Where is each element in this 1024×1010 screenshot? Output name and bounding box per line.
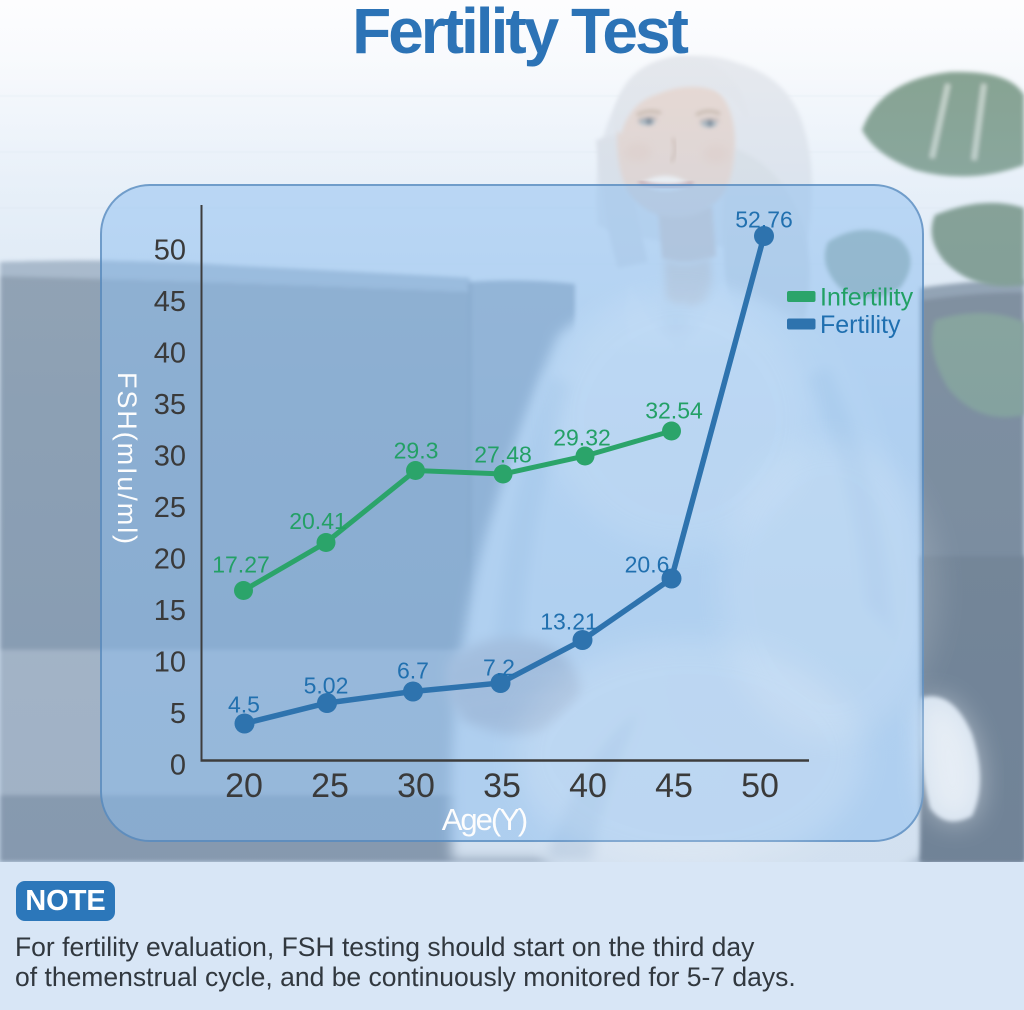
svg-text:13.21: 13.21 [540,609,598,635]
svg-text:30: 30 [154,441,186,473]
svg-text:20: 20 [225,767,263,805]
svg-text:50: 50 [741,767,779,805]
svg-text:27.48: 27.48 [474,442,532,468]
svg-text:5: 5 [170,698,186,730]
svg-text:0: 0 [170,750,186,782]
svg-text:35: 35 [483,767,521,805]
svg-text:29.3: 29.3 [394,438,439,464]
svg-text:20.6: 20.6 [625,552,670,578]
svg-text:15: 15 [154,595,186,627]
svg-text:FSH(mIu/ml): FSH(mIu/ml) [112,372,142,544]
svg-text:40: 40 [569,767,607,805]
svg-text:32.54: 32.54 [645,398,703,424]
svg-text:25: 25 [311,767,349,805]
svg-text:10: 10 [154,647,186,679]
svg-text:17.27: 17.27 [212,552,270,578]
svg-text:20: 20 [154,544,186,576]
svg-text:40: 40 [154,338,186,370]
svg-text:20.41: 20.41 [289,508,347,534]
svg-text:Age(Y): Age(Y) [442,802,527,837]
svg-text:Infertility: Infertility [820,284,914,312]
svg-text:5.02: 5.02 [304,673,349,699]
svg-text:4.5: 4.5 [228,692,260,718]
svg-text:Fertility: Fertility [820,311,901,339]
svg-text:52.76: 52.76 [735,207,793,233]
svg-text:6.7: 6.7 [397,658,429,684]
svg-text:25: 25 [154,492,186,524]
svg-text:35: 35 [154,389,186,421]
svg-text:7.2: 7.2 [483,655,515,681]
svg-text:30: 30 [397,767,435,805]
svg-text:45: 45 [154,286,186,318]
svg-text:50: 50 [154,235,186,267]
svg-text:29.32: 29.32 [553,425,611,451]
svg-text:45: 45 [655,767,693,805]
